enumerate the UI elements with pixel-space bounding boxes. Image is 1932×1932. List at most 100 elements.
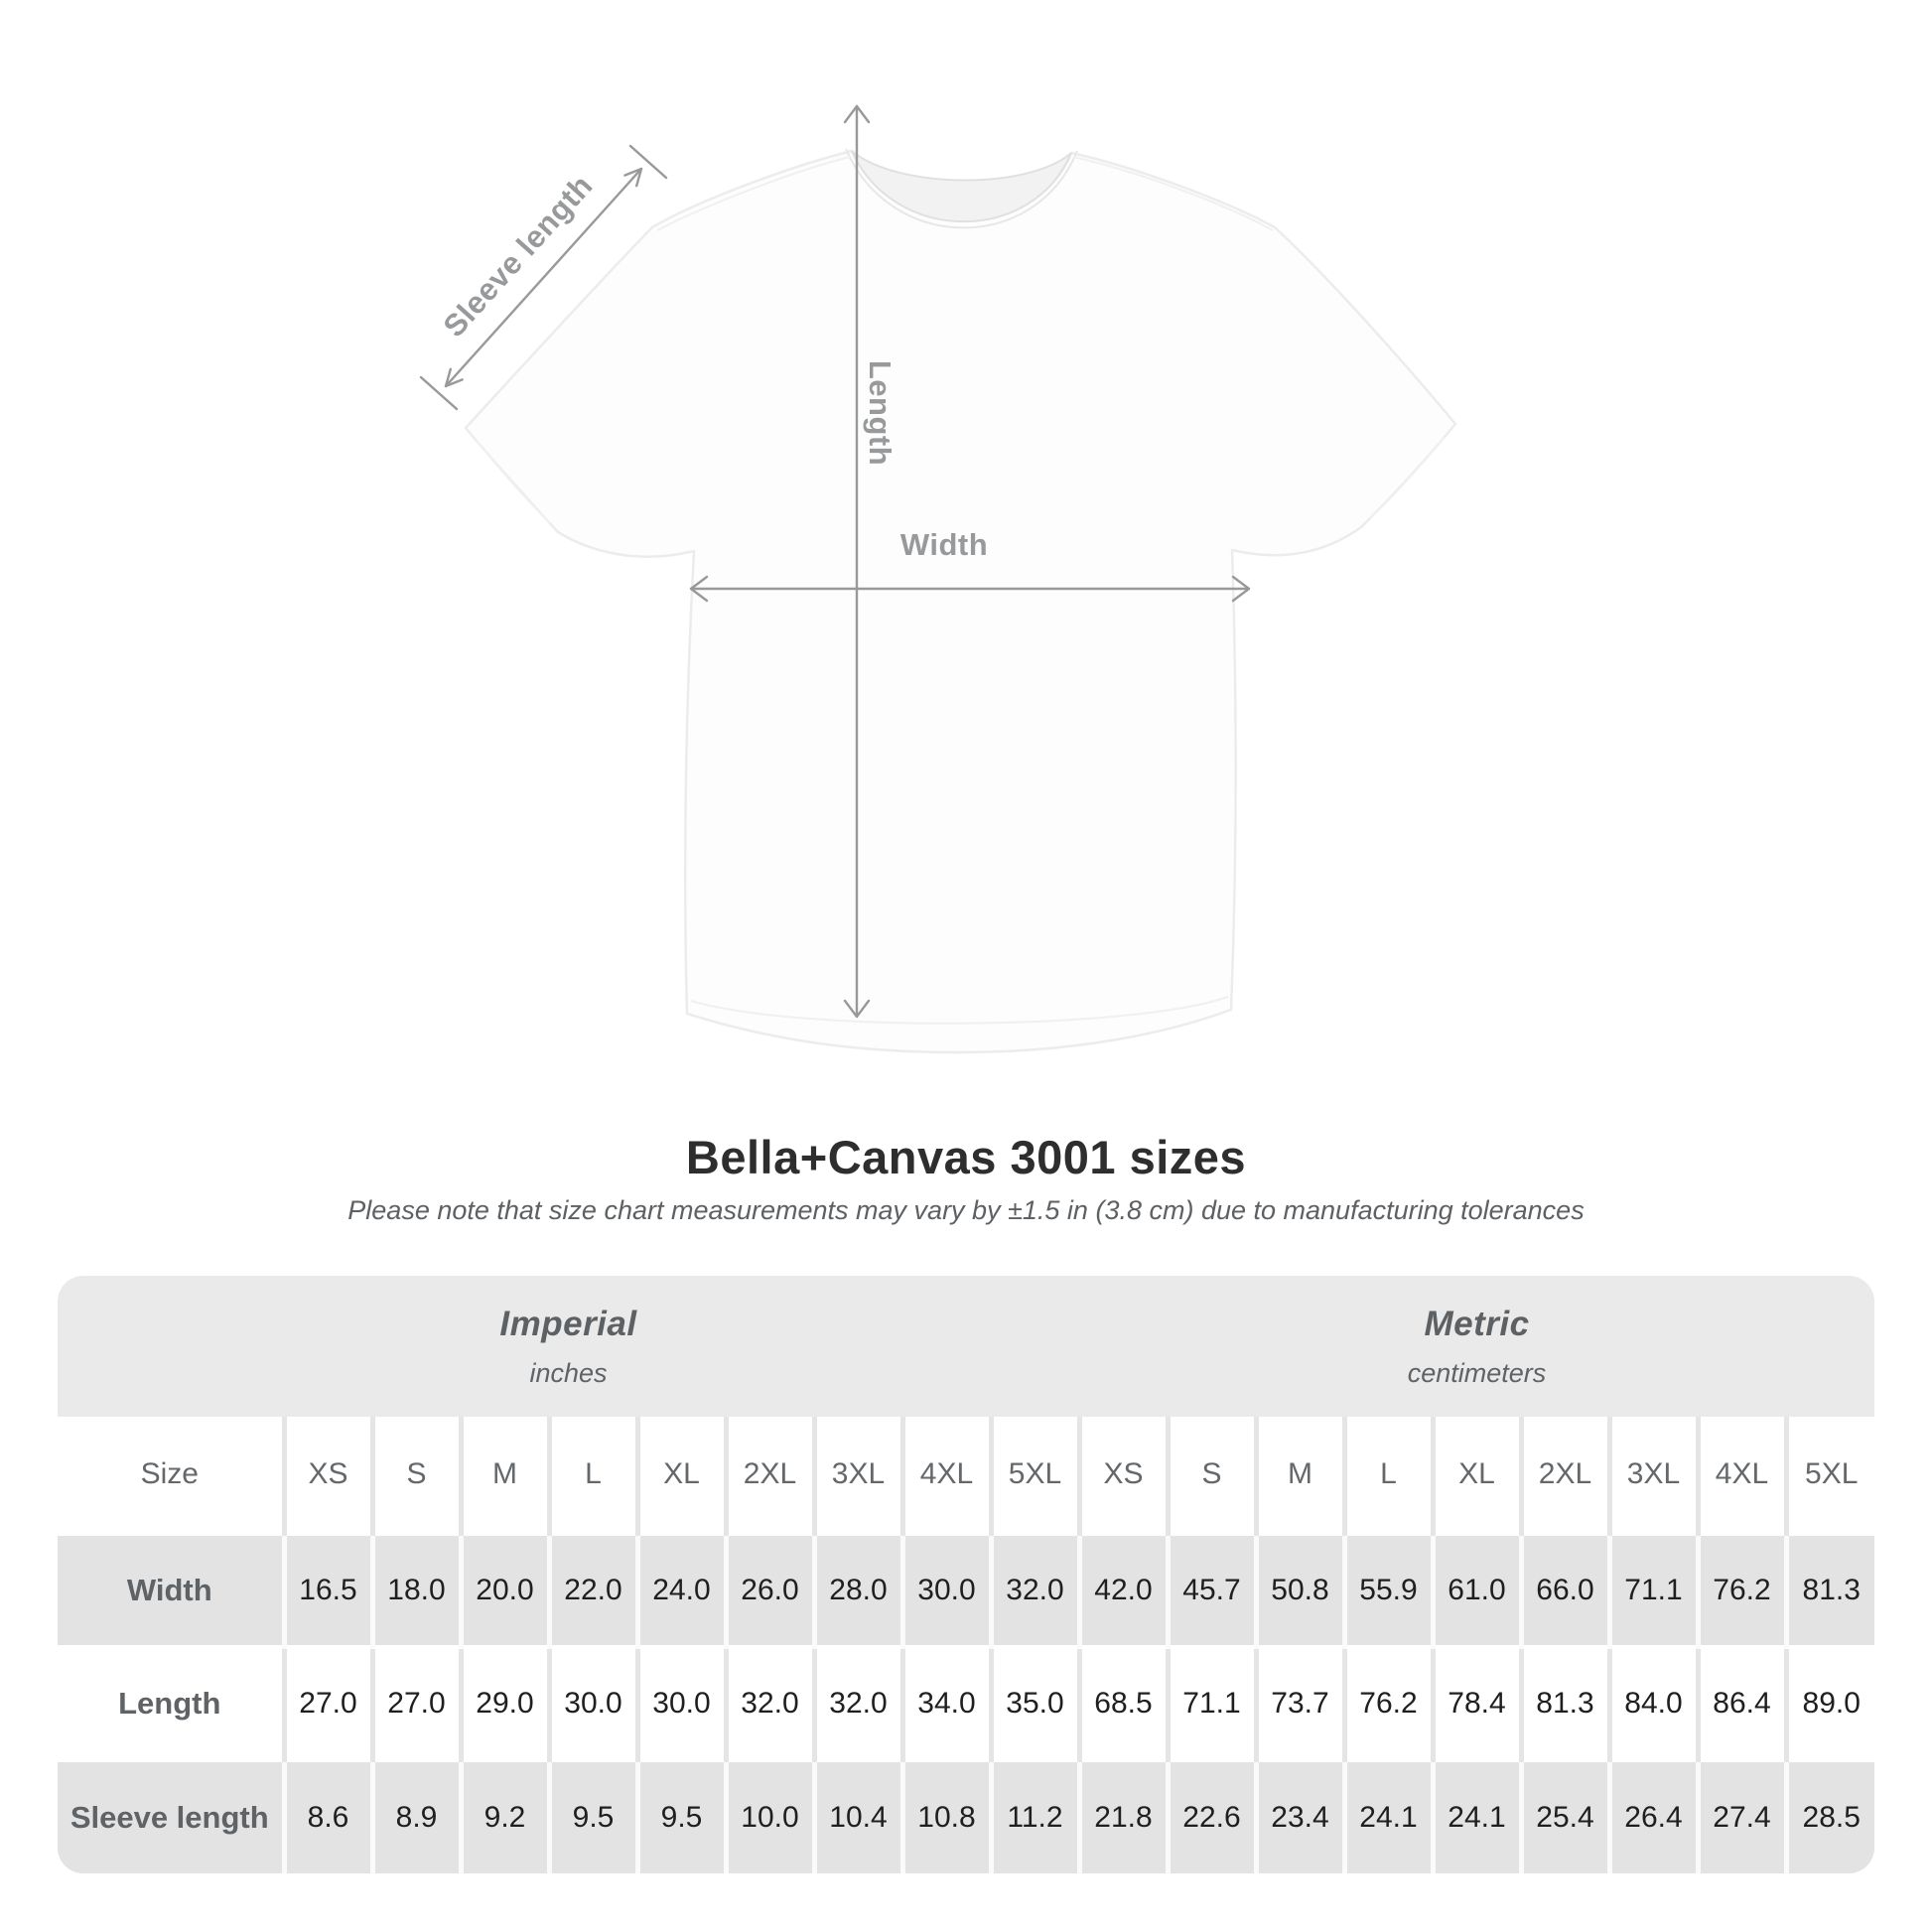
measurement-cell: 30.0 <box>549 1645 640 1760</box>
imperial-group-header: Imperial inches <box>58 1276 1079 1417</box>
measurement-cell: 30.0 <box>902 1532 994 1647</box>
measurement-cell: 55.9 <box>1344 1532 1436 1647</box>
width-label: Width <box>899 527 989 562</box>
measurement-cell: 27.0 <box>372 1645 464 1760</box>
collar-opening <box>851 150 1072 222</box>
size-col-header: 5XL <box>991 1417 1082 1534</box>
tolerance-note: Please note that size chart measurements… <box>347 1195 1585 1225</box>
measurement-cell: 81.3 <box>1786 1532 1874 1647</box>
measurement-cell: 20.0 <box>461 1532 552 1647</box>
size-col-header: 2XL <box>1521 1417 1612 1534</box>
measurement-cell: 86.4 <box>1698 1645 1789 1760</box>
size-col-header: 4XL <box>1698 1417 1789 1534</box>
measurement-row: Length 27.0 27.0 29.0 30.0 30.0 32.0 32.0 34.0 35… <box>58 1645 1874 1760</box>
measurement-cell: 76.2 <box>1344 1645 1436 1760</box>
size-col-header: XS <box>284 1417 375 1534</box>
measurement-row: Width 16.5 18.0 20.0 22.0 24.0 26.0 28.0 30.0 32.… <box>58 1532 1874 1647</box>
size-col-header: 5XL <box>1786 1417 1874 1534</box>
measurement-cell: 9.5 <box>637 1758 729 1873</box>
size-table: Imperial inches Metric centimeters Size … <box>58 1276 1874 1873</box>
metric-group-header: Metric centimeters <box>1079 1276 1874 1417</box>
measurement-cell: 24.1 <box>1344 1758 1436 1873</box>
measurement-cell: 16.5 <box>284 1532 375 1647</box>
measurement-cell: 10.8 <box>902 1758 994 1873</box>
measurement-cell: 28.5 <box>1786 1758 1874 1873</box>
size-col-header: XL <box>1433 1417 1524 1534</box>
measurement-cell: 27.4 <box>1698 1758 1789 1873</box>
measurement-cell: 22.6 <box>1168 1758 1259 1873</box>
measurement-cell: 8.9 <box>372 1758 464 1873</box>
size-col-header: S <box>372 1417 464 1534</box>
measurement-cell: 11.2 <box>991 1758 1082 1873</box>
measurement-cell: 8.6 <box>284 1758 375 1873</box>
metric-label: Metric <box>1424 1304 1530 1343</box>
measurement-cell: 32.0 <box>991 1532 1082 1647</box>
size-col-header: L <box>549 1417 640 1534</box>
measurement-cell: 10.0 <box>726 1758 817 1873</box>
length-label: Length <box>863 359 897 467</box>
measurement-cell: 81.3 <box>1521 1645 1612 1760</box>
row-label: Length <box>58 1645 287 1760</box>
measurement-cell: 73.7 <box>1256 1645 1347 1760</box>
measurement-cell: 9.5 <box>549 1758 640 1873</box>
size-header-label: Size <box>58 1417 287 1534</box>
measurement-cell: 27.0 <box>284 1645 375 1760</box>
measurement-cell: 68.5 <box>1079 1645 1171 1760</box>
measurement-cell: 78.4 <box>1433 1645 1524 1760</box>
size-col-header: XL <box>637 1417 729 1534</box>
measurement-cell: 76.2 <box>1698 1532 1789 1647</box>
measurement-cell: 50.8 <box>1256 1532 1347 1647</box>
size-header-row: Size XS S M L XL 2XL 3XL 4XL 5XL XS S M L XL 2XL 3XL 4XL… <box>58 1417 1874 1534</box>
measurement-cell: 29.0 <box>461 1645 552 1760</box>
tshirt-illustration <box>419 104 1457 1054</box>
collar-ribbing <box>845 148 1078 229</box>
measurement-cell: 10.4 <box>814 1758 905 1873</box>
dimension-arrows <box>419 104 1251 1019</box>
row-label: Width <box>58 1532 287 1647</box>
size-col-header: S <box>1168 1417 1259 1534</box>
metric-unit: centimeters <box>1407 1357 1547 1388</box>
measurement-cell: 25.4 <box>1521 1758 1612 1873</box>
size-col-header: 2XL <box>726 1417 817 1534</box>
seam-lines <box>476 156 1446 1025</box>
size-col-header: 3XL <box>814 1417 905 1534</box>
measurement-cell: 24.0 <box>637 1532 729 1647</box>
measurement-cell: 22.0 <box>549 1532 640 1647</box>
tshirt-diagram: Sleeve length Length Width <box>419 104 1457 1054</box>
measurement-cell: 42.0 <box>1079 1532 1171 1647</box>
measurement-cell: 32.0 <box>726 1645 817 1760</box>
measurement-cell: 9.2 <box>461 1758 552 1873</box>
measurement-cell: 32.0 <box>814 1645 905 1760</box>
tshirt-body <box>464 149 1457 1054</box>
measurement-cell: 23.4 <box>1256 1758 1347 1873</box>
size-col-header: 3XL <box>1609 1417 1701 1534</box>
measurement-cell: 84.0 <box>1609 1645 1701 1760</box>
size-col-header: XS <box>1079 1417 1171 1534</box>
measurement-cell: 71.1 <box>1609 1532 1701 1647</box>
measurement-cell: 21.8 <box>1079 1758 1171 1873</box>
size-col-header: M <box>1256 1417 1347 1534</box>
size-table-card: Imperial inches Metric centimeters Size … <box>58 1276 1874 1873</box>
measurement-cell: 26.4 <box>1609 1758 1701 1873</box>
sleeve-length-arrow <box>444 167 643 388</box>
measurement-cell: 45.7 <box>1168 1532 1259 1647</box>
measurement-row: Sleeve length 8.6 8.9 9.2 9.5 9.5 10.0 10.4 10.8… <box>58 1758 1874 1873</box>
measurement-cell: 35.0 <box>991 1645 1082 1760</box>
measurement-cell: 24.1 <box>1433 1758 1524 1873</box>
measurement-cell: 61.0 <box>1433 1532 1524 1647</box>
imperial-label: Imperial <box>499 1304 637 1343</box>
measurement-cell: 66.0 <box>1521 1532 1612 1647</box>
unit-group-row: Imperial inches Metric centimeters <box>58 1276 1874 1417</box>
measurement-cell: 18.0 <box>372 1532 464 1647</box>
measurement-cell: 89.0 <box>1786 1645 1874 1760</box>
size-col-header: 4XL <box>902 1417 994 1534</box>
measurement-cell: 26.0 <box>726 1532 817 1647</box>
measurement-cell: 30.0 <box>637 1645 729 1760</box>
size-col-header: L <box>1344 1417 1436 1534</box>
measurement-cell: 28.0 <box>814 1532 905 1647</box>
measurement-cell: 71.1 <box>1168 1645 1259 1760</box>
size-col-header: M <box>461 1417 552 1534</box>
page-title: Bella+Canvas 3001 sizes <box>685 1131 1247 1183</box>
imperial-unit: inches <box>529 1357 608 1388</box>
